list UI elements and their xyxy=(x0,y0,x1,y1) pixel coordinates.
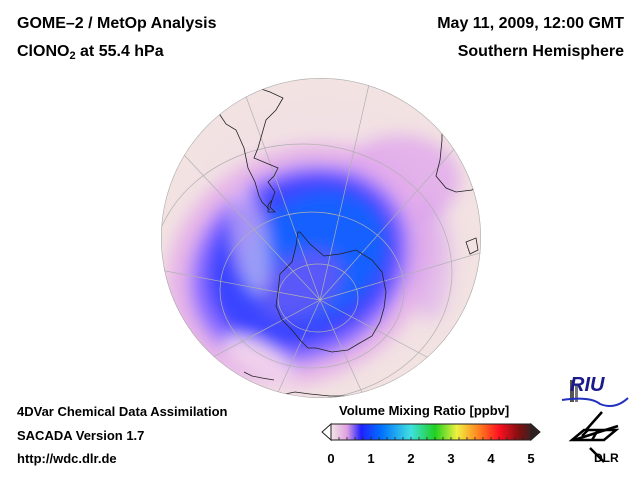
madagascar-coast xyxy=(465,237,479,255)
colorbar-tick: 4 xyxy=(487,451,495,466)
colorbar-tick: 2 xyxy=(407,451,415,466)
new-zealand-coast xyxy=(243,371,275,381)
species-name: ClONO xyxy=(17,43,70,60)
date-time: May 11, 2009, 12:00 GMT xyxy=(437,15,624,32)
colorbar-minor-ticks xyxy=(338,437,524,440)
vortex-field xyxy=(165,135,460,387)
globe xyxy=(161,78,481,398)
colorbar-max-arrow xyxy=(530,422,541,442)
colorbar xyxy=(321,422,541,442)
hemisphere-label: Southern Hemisphere xyxy=(457,43,624,60)
colorbar-label: Volume Mixing Ratio [ppbv] xyxy=(339,403,510,418)
south-america-west xyxy=(215,91,271,211)
colorbar-tick: 0 xyxy=(327,451,335,466)
colorbar-min-arrow xyxy=(321,422,332,442)
dlr-logo-text: DLR xyxy=(594,451,619,465)
dlr-logo xyxy=(568,411,620,463)
riu-logo-mark xyxy=(561,380,629,407)
pressure-level: at 55.4 hPa xyxy=(75,43,164,60)
colorbar-tick: 1 xyxy=(367,451,375,466)
species-level: ClONO2 at 55.4 hPa xyxy=(17,43,164,62)
colorbar-tick: 5 xyxy=(527,451,535,466)
colorbar-bar xyxy=(330,423,532,441)
method-label: 4DVar Chemical Data Assimilation xyxy=(17,404,228,419)
map-title: GOME–2 / MetOp Analysis xyxy=(17,15,217,32)
colorbar-tick: 3 xyxy=(447,451,455,466)
graticule xyxy=(161,78,481,398)
version-label: SACADA Version 1.7 xyxy=(17,428,145,443)
species-subscript: 2 xyxy=(69,50,76,62)
riu-logo-text: RIU xyxy=(570,374,605,396)
antarctica-coast xyxy=(275,231,387,353)
website-link[interactable]: http://wdc.dlr.de xyxy=(17,451,117,466)
